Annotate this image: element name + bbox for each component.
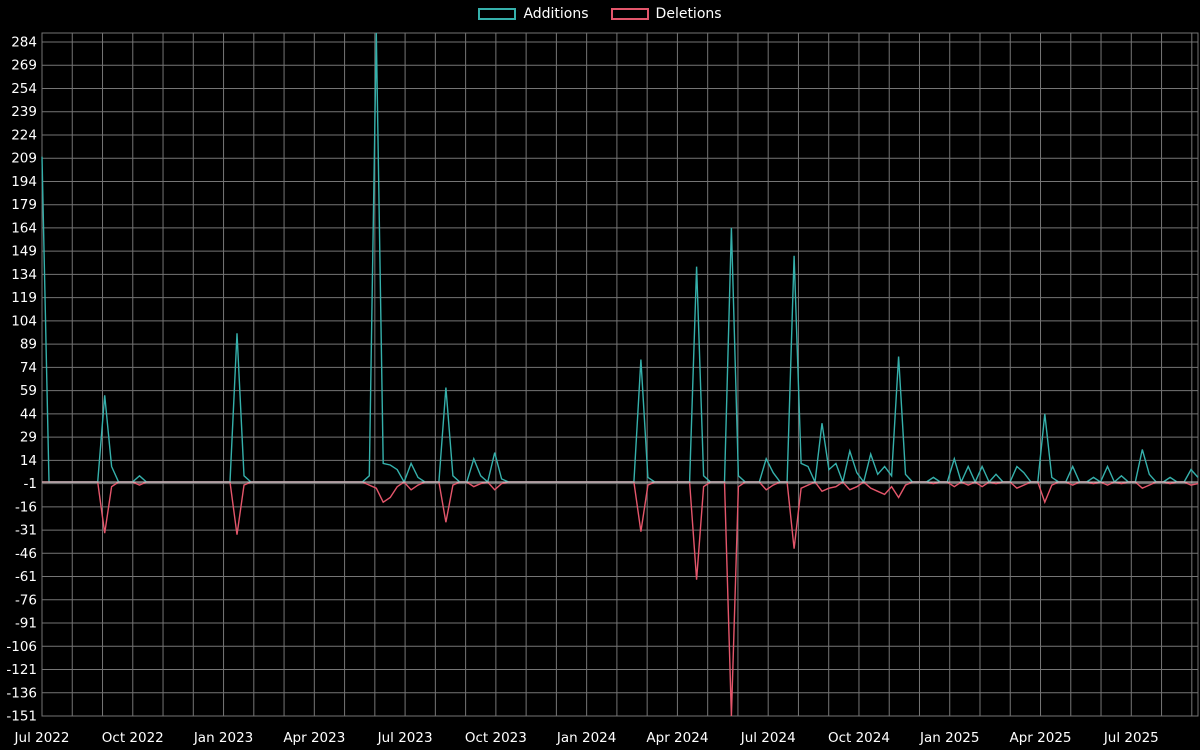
y-tick-label: -151	[6, 709, 37, 725]
x-tick-label: Oct 2022	[102, 730, 164, 746]
y-tick-label: -46	[15, 546, 37, 562]
y-tick-label: 194	[11, 174, 37, 190]
deletions-line	[42, 481, 1199, 717]
additions-swatch-icon	[478, 8, 517, 20]
y-tick-label: 269	[11, 58, 37, 74]
y-tick-label: -31	[15, 523, 37, 539]
x-tick-label: Oct 2023	[465, 730, 527, 746]
x-tick-label: Jan 2024	[556, 730, 616, 746]
y-tick-label: -91	[15, 616, 37, 632]
additions-line	[41, 32, 1199, 485]
y-tick-label: 14	[20, 453, 37, 469]
y-tick-label: 134	[11, 267, 37, 283]
x-tick-label: Jul 2022	[14, 730, 70, 746]
legend-item-deletions: Deletions	[610, 6, 722, 22]
legend-label-additions: Additions	[523, 6, 589, 22]
y-tick-label: 89	[20, 337, 37, 353]
y-tick-label: 164	[11, 220, 37, 236]
legend-label-deletions: Deletions	[655, 6, 722, 22]
y-tick-label: 179	[11, 197, 37, 213]
x-tick-label: Jul 2023	[377, 730, 433, 746]
y-tick-label: -1	[24, 476, 37, 492]
y-tick-label: -136	[6, 685, 37, 701]
x-tick-label: Jan 2023	[193, 730, 253, 746]
plot-border	[41, 32, 1199, 717]
deletions-swatch-icon	[610, 8, 649, 20]
y-tick-label: -16	[15, 499, 37, 515]
chart-legend: Additions Deletions	[0, 7, 1200, 21]
y-tick-label: 254	[11, 81, 37, 97]
y-tick-label: 209	[11, 151, 37, 167]
y-tick-label: -121	[6, 662, 37, 678]
x-tick-label: Apr 2025	[1010, 730, 1072, 746]
y-tick-label: 284	[11, 35, 37, 51]
y-tick-label: 29	[20, 430, 37, 446]
x-tick-label: Jan 2025	[919, 730, 979, 746]
x-tick-label: Jul 2025	[1103, 730, 1159, 746]
y-tick-label: 74	[20, 360, 37, 376]
y-tick-label: 224	[11, 127, 37, 143]
x-tick-label: Apr 2023	[283, 730, 345, 746]
legend-item-additions: Additions	[478, 6, 589, 22]
y-tick-label: 149	[11, 244, 37, 260]
y-tick-label: 44	[20, 406, 37, 422]
x-tick-label: Apr 2024	[646, 730, 708, 746]
y-tick-label: -76	[15, 592, 37, 608]
x-tick-label: Jul 2024	[740, 730, 796, 746]
y-tick-label: -106	[6, 639, 37, 655]
y-tick-label: 104	[11, 313, 37, 329]
y-tick-label: 239	[11, 104, 37, 120]
y-tick-label: 59	[20, 383, 37, 399]
x-tick-label: Oct 2024	[828, 730, 890, 746]
y-tick-label: -61	[15, 569, 37, 585]
y-tick-label: 119	[11, 290, 37, 306]
